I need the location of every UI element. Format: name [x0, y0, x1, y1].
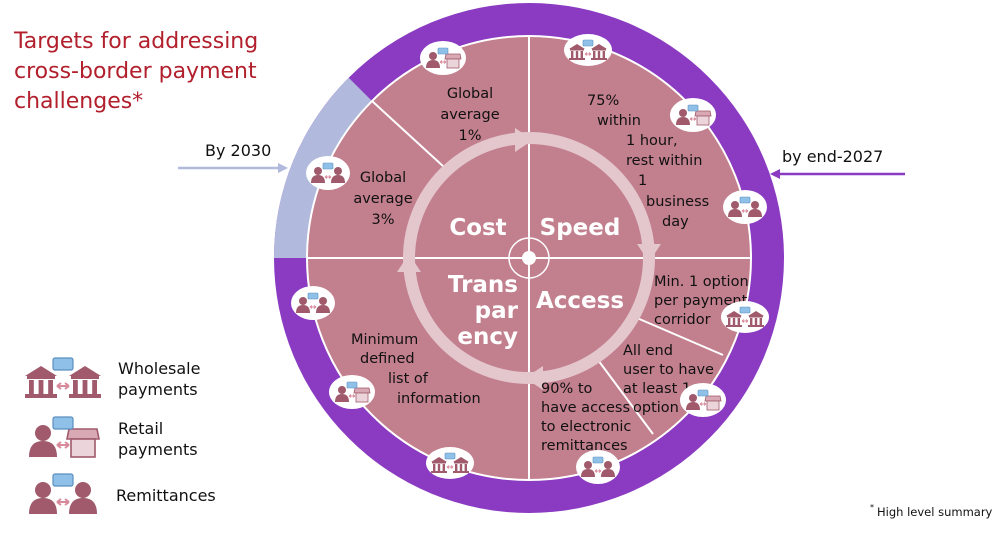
- target-cost-remittance: Global average 3%: [353, 170, 412, 228]
- footnote-mark: *: [870, 503, 874, 512]
- retail-icon: [670, 98, 716, 132]
- retail-icon: [329, 375, 375, 409]
- target-line: average: [440, 107, 499, 123]
- remittance-icon: [306, 156, 350, 190]
- wholesale-icon: [426, 447, 474, 479]
- target-line: 1%: [458, 128, 481, 144]
- target-speed: 75% within 1 hour, rest within 1 busines…: [587, 93, 709, 230]
- title-line: cross-border payment: [14, 59, 257, 84]
- target-line: 3%: [371, 212, 394, 228]
- target-line: corridor: [654, 312, 711, 328]
- target-access-retail: All end user to have at least 1 option: [623, 343, 714, 416]
- wholesale-icon: [564, 34, 612, 66]
- target-line: option: [633, 400, 679, 416]
- target-line: within: [597, 113, 641, 129]
- by-2030-arrow-icon: [178, 163, 288, 173]
- legend: Wholesale payments Retail payments Remit…: [25, 358, 216, 514]
- retail-icon: [680, 383, 726, 417]
- target-line: 1 hour,: [626, 133, 678, 149]
- pillar-transparency-line: ency: [457, 324, 518, 350]
- by-2030-label: By 2030: [205, 141, 271, 160]
- target-cost-retail: Global average 1%: [440, 86, 499, 144]
- target-line: Min. 1 option: [654, 274, 749, 290]
- legend-label: Wholesale: [118, 359, 200, 378]
- legend-retail-icon: [29, 417, 99, 457]
- target-line: 1: [638, 173, 647, 189]
- target-line: 75%: [587, 93, 619, 109]
- legend-label: Remittances: [116, 486, 216, 505]
- pillar-transparency-line: Trans: [448, 272, 518, 298]
- legend-label: Retail: [118, 419, 163, 438]
- target-line: list of: [388, 371, 429, 387]
- target-line: to electronic: [541, 419, 631, 435]
- by-end-2027-label: by end-2027: [782, 147, 883, 166]
- target-access-remittance: 90% to have access to electronic remitta…: [541, 381, 631, 454]
- pillar-cost: Cost: [449, 215, 506, 241]
- footnote: High level summary: [877, 505, 993, 519]
- retail-icon: [420, 41, 466, 75]
- legend-label: payments: [118, 380, 198, 399]
- target-line: 90% to: [541, 381, 593, 397]
- diagram-title: Targets for addressing cross-border paym…: [13, 29, 258, 114]
- target-line: per payment: [654, 293, 748, 309]
- pillar-transparency-line: par: [475, 298, 519, 324]
- target-line: remittances: [541, 438, 628, 454]
- target-line: Minimum: [351, 332, 418, 348]
- target-line: have access: [541, 400, 630, 416]
- legend-label: payments: [118, 440, 198, 459]
- remittance-icon: [291, 286, 335, 320]
- target-line: defined: [360, 351, 415, 367]
- pillar-access: Access: [536, 288, 624, 314]
- target-line: rest within: [626, 153, 702, 169]
- title-line: challenges*: [14, 89, 143, 114]
- legend-remittance-icon: [29, 474, 97, 514]
- target-line: average: [353, 191, 412, 207]
- target-line: All end: [623, 343, 673, 359]
- legend-wholesale-icon: [25, 358, 101, 398]
- target-line: day: [662, 214, 689, 230]
- target-access-wholesale: Min. 1 option per payment corridor: [654, 274, 749, 328]
- target-line: business: [646, 194, 709, 210]
- target-line: Global: [360, 170, 406, 186]
- cycle-arrows-icon: [397, 128, 661, 390]
- pillar-speed: Speed: [540, 215, 621, 241]
- target-line: Global: [447, 86, 493, 102]
- remittance-icon: [576, 450, 620, 484]
- title-line: Targets for addressing: [13, 29, 258, 54]
- wholesale-icon: [721, 301, 769, 333]
- target-line: user to have: [623, 362, 714, 378]
- pillar-transparency: Trans par ency: [448, 272, 519, 350]
- by-end-2027-arrow-icon: [770, 169, 905, 179]
- target-transparency: Minimum defined list of information: [351, 332, 481, 407]
- target-line: information: [397, 391, 481, 407]
- target-line: at least 1: [623, 381, 691, 397]
- remittance-icon: [723, 190, 767, 224]
